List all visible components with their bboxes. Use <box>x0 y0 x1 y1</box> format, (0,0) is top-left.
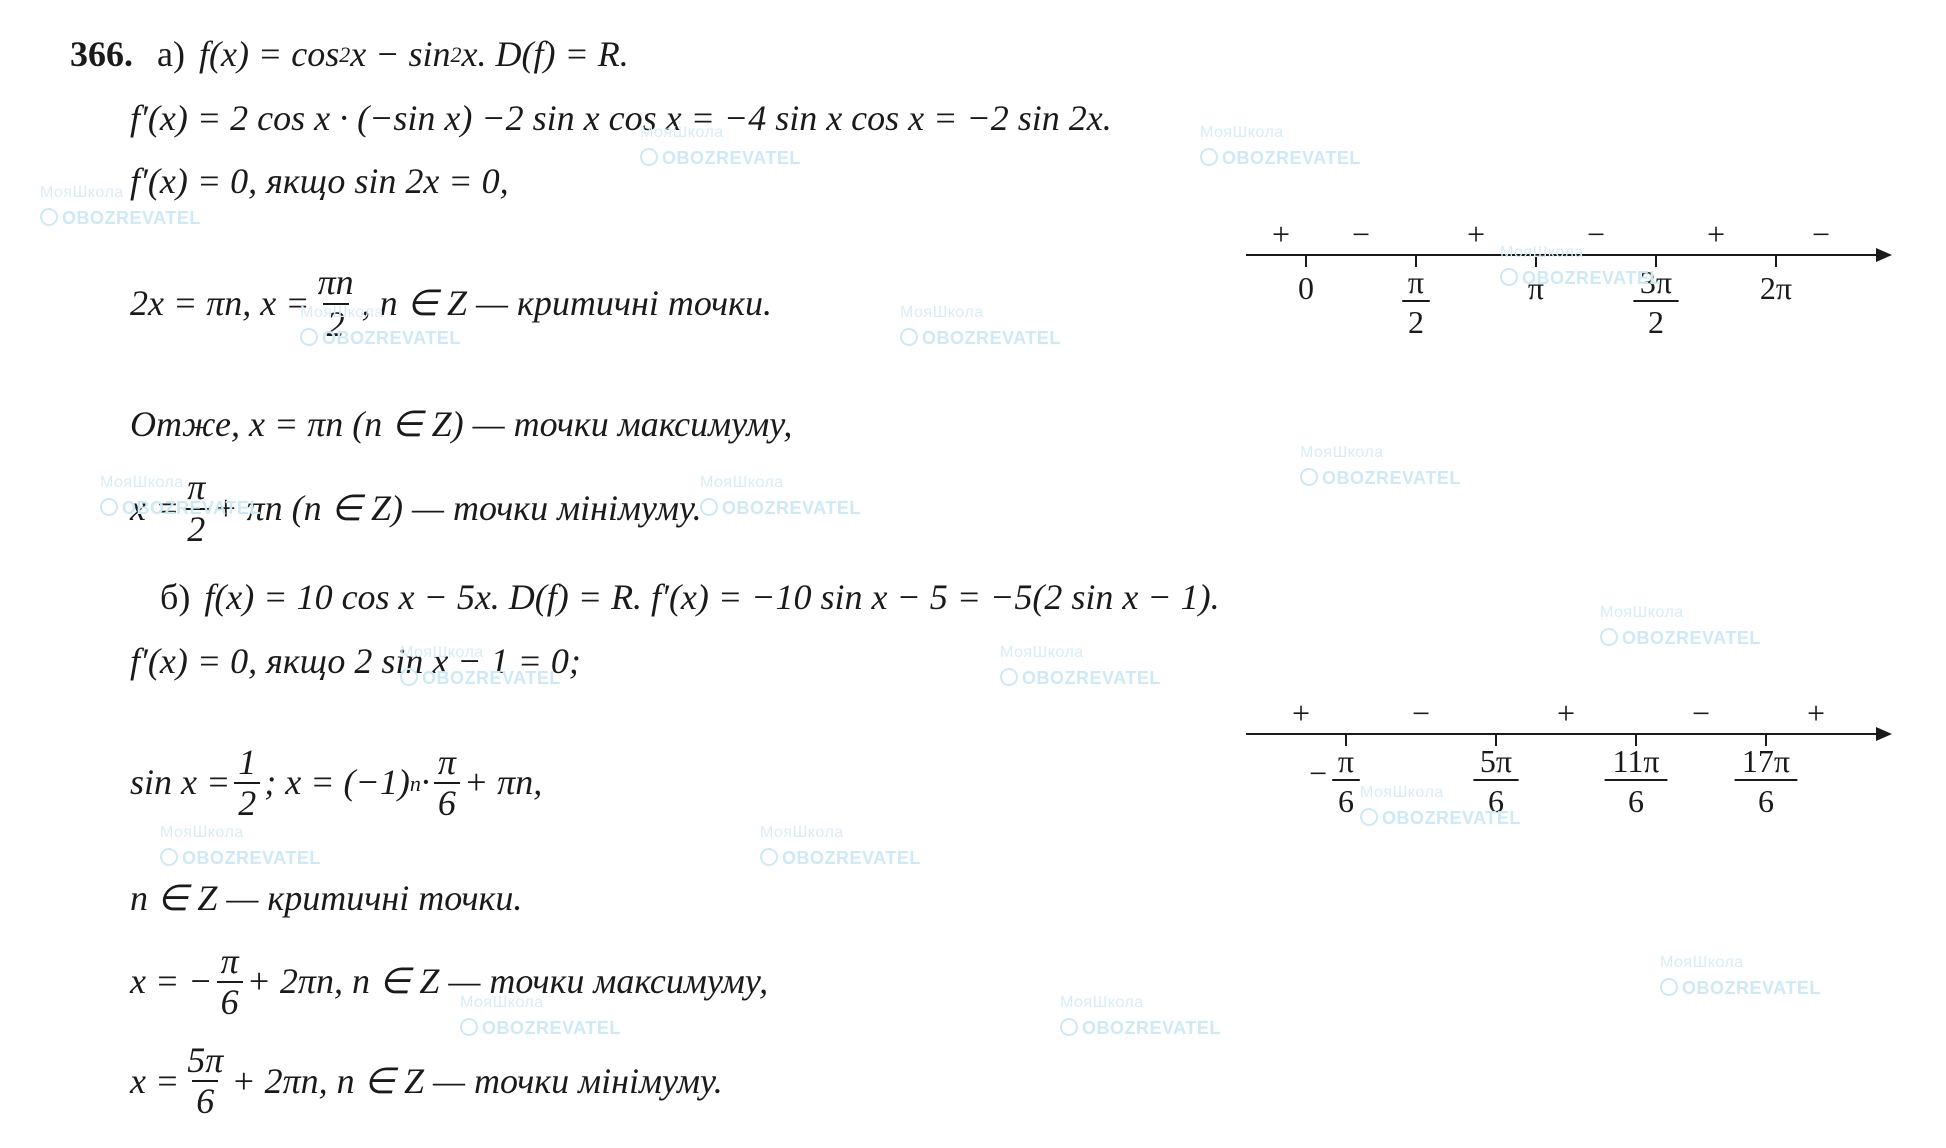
svg-text:+: + <box>1292 695 1310 731</box>
svg-text:+: + <box>1707 216 1725 252</box>
svg-text:2: 2 <box>1648 304 1664 340</box>
frac-num: π <box>217 942 243 982</box>
svg-text:6: 6 <box>1628 783 1644 819</box>
text: n ∈ Z — критичні точки. <box>130 870 522 928</box>
frac-num: πn <box>314 263 358 303</box>
partB-line6: x = 5π 6 + 2πn, n ∈ Z — точки мінімуму. <box>70 1041 1896 1122</box>
svg-text:−: − <box>1352 216 1370 252</box>
numberline-b: +−π6−5π6+11π6−17π6+ <box>1236 704 1896 862</box>
partA-line4: 2x = πn, x = πn 2 , n ∈ Z — критичні точ… <box>70 225 1896 383</box>
text: + 2πn, n ∈ Z — точки мінімуму. <box>231 1053 722 1111</box>
problem-number: 366. <box>70 26 133 84</box>
fraction: π 2 <box>183 468 209 549</box>
fraction: 1 2 <box>234 743 260 824</box>
fraction: π 6 <box>217 942 243 1023</box>
svg-text:2: 2 <box>1408 304 1424 340</box>
partB-line3: sin x = 1 2 ; x = (−1) n · π 6 + πn, +−π… <box>70 704 1896 862</box>
partB-line1: б) f(x) = 10 cos x − 5x. D(f) = R. f′(x)… <box>70 569 1896 627</box>
svg-text:17π: 17π <box>1742 743 1790 779</box>
fraction: πn 2 <box>314 263 358 344</box>
svg-text:11π: 11π <box>1613 743 1660 779</box>
text: + πn (n ∈ Z) — точки мінімуму. <box>213 480 701 538</box>
svg-text:+: + <box>1557 695 1575 731</box>
frac-den: 6 <box>217 981 243 1023</box>
sup: 2 <box>451 37 462 72</box>
text: x = <box>130 480 179 538</box>
text: x = <box>130 1053 179 1111</box>
frac-num: π <box>434 743 460 783</box>
svg-text:6: 6 <box>1488 783 1504 819</box>
text: · <box>421 754 430 812</box>
svg-text:3π: 3π <box>1640 264 1672 300</box>
text: x = − <box>130 953 213 1011</box>
text: 2x = πn, x = <box>130 275 310 333</box>
text: , n ∈ Z — критичні точки. <box>362 275 772 333</box>
frac-num: π <box>183 468 209 508</box>
text: + πn, <box>464 754 542 812</box>
text: x − sin <box>350 26 450 84</box>
svg-text:−: − <box>1412 695 1430 731</box>
svg-text:π: π <box>1528 270 1544 306</box>
text: x. D(f) = R. <box>462 26 629 84</box>
frac-num: 1 <box>234 743 260 783</box>
sup: 2 <box>339 37 350 72</box>
text: Отже, x = πn (n ∈ Z) — точки максимуму, <box>130 396 792 454</box>
fraction: 5π 6 <box>183 1041 227 1122</box>
svg-text:+: + <box>1467 216 1485 252</box>
fraction: π 6 <box>434 743 460 824</box>
frac-num: 5π <box>183 1041 227 1081</box>
partA-line5: Отже, x = πn (n ∈ Z) — точки максимуму, <box>70 396 1896 454</box>
partA-line2: f′(x) = 2 cos x · (−sin x) −2 sin x cos … <box>70 90 1896 148</box>
svg-text:6: 6 <box>1758 783 1774 819</box>
text: ; x = (−1) <box>264 754 410 812</box>
frac-den: 2 <box>323 303 349 345</box>
partA-label: а) <box>157 26 185 84</box>
sup: n <box>410 766 421 801</box>
frac-den: 2 <box>183 508 209 550</box>
svg-text:2π: 2π <box>1760 270 1792 306</box>
partB-line2: f′(x) = 0, якщо 2 sin x − 1 = 0; <box>70 633 1896 691</box>
text: f′(x) = 2 cos x · (−sin x) −2 sin x cos … <box>130 90 1112 148</box>
svg-text:−: − <box>1812 216 1830 252</box>
svg-text:π: π <box>1338 743 1354 779</box>
svg-text:−: − <box>1309 755 1327 791</box>
svg-text:6: 6 <box>1338 783 1354 819</box>
text: f(x) = 10 cos x − 5x. D(f) = R. f′(x) = … <box>204 569 1219 627</box>
svg-text:−: − <box>1587 216 1605 252</box>
partB-line5: x = − π 6 + 2πn, n ∈ Z — точки максимуму… <box>70 942 1896 1023</box>
frac-den: 6 <box>434 782 460 824</box>
text: + 2πn, n ∈ Z — точки максимуму, <box>247 953 768 1011</box>
text: f(x) = cos <box>199 26 339 84</box>
text: f′(x) = 0, якщо 2 sin x − 1 = 0; <box>130 633 581 691</box>
partA-line6: x = π 2 + πn (n ∈ Z) — точки мінімуму. <box>70 468 1896 549</box>
page: 366. а) f(x) = cos 2 x − sin 2 x. D(f) =… <box>0 0 1946 1148</box>
partB-label: б) <box>160 569 190 627</box>
frac-den: 2 <box>234 782 260 824</box>
numberline-a: +0−π2+π−3π2+2π− <box>1236 225 1896 383</box>
svg-text:+: + <box>1272 216 1290 252</box>
svg-text:π: π <box>1408 264 1424 300</box>
svg-text:+: + <box>1807 695 1825 731</box>
svg-text:0: 0 <box>1298 270 1314 306</box>
partA-line3: f′(x) = 0, якщо sin 2x = 0, <box>70 153 1896 211</box>
partA-line1: 366. а) f(x) = cos 2 x − sin 2 x. D(f) =… <box>70 26 1896 84</box>
partB-line4: n ∈ Z — критичні точки. <box>70 870 1896 928</box>
text: sin x = <box>130 754 230 812</box>
svg-text:−: − <box>1692 695 1710 731</box>
text: f′(x) = 0, якщо sin 2x = 0, <box>130 153 509 211</box>
svg-text:5π: 5π <box>1480 743 1512 779</box>
